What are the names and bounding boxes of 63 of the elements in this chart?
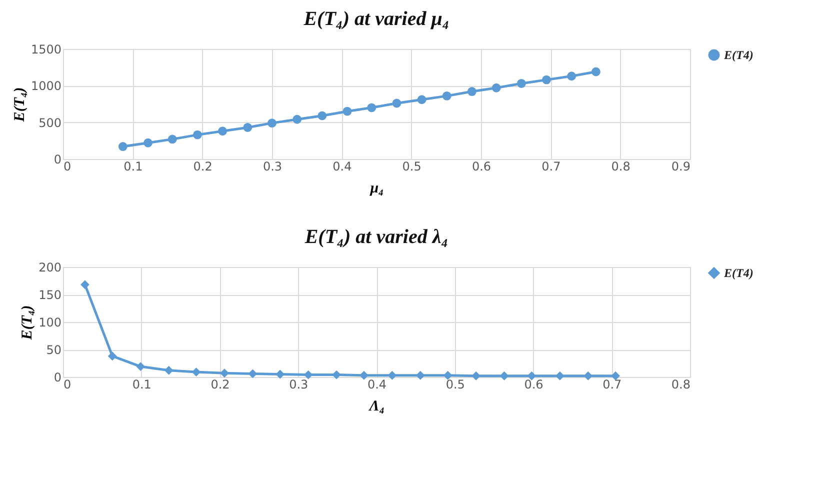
y-tick-label: 1000 [30,79,62,94]
point [136,362,146,372]
x-tick-label: 0 [64,378,72,392]
x-tick-label: 0.4 [332,160,352,174]
x-tick-label: 0.5 [402,160,422,174]
point [144,138,152,148]
chart-title: E(T₄) at varied λ₄ [304,226,448,248]
legend-label: E(T4) [723,48,754,62]
x-tick-label: 0.6 [524,378,544,392]
chart-title: E(T₄) at varied μ₄ [302,8,450,30]
point [516,79,526,88]
x-tick-label: 0.1 [124,160,143,174]
point [542,75,551,84]
x-tick-label: 0.1 [132,378,152,392]
point [442,91,452,100]
point [467,87,476,96]
y-tick-label: 500 [38,116,62,130]
legend-label: E(T4) [723,266,754,280]
point [218,126,228,136]
x-tick-label: 0.8 [611,160,630,174]
x-tick-label: 0.8 [671,378,690,392]
x-tick-label: 0.3 [262,160,282,174]
x-tick-label: 0.7 [602,378,622,392]
point [268,118,276,128]
point [168,134,177,144]
point [392,98,402,108]
y-tick-label: 100 [38,316,62,330]
point [80,280,90,290]
y-tick-label: 1500 [30,42,62,56]
y-tick-label: 150 [38,288,62,302]
point [332,370,341,380]
point [243,123,252,132]
point [192,368,201,377]
y-tick-label: 200 [38,260,62,274]
y-tick-label: 50 [46,343,62,357]
point [591,67,600,76]
point [367,103,376,112]
x-tick-label: 0 [64,160,72,174]
point [417,95,426,104]
x-tick-label: 0.3 [289,378,308,392]
point [292,114,302,124]
y-axis-title: E(T₄) [12,87,28,123]
point [443,370,452,380]
point [108,352,117,361]
point [388,370,397,380]
x-tick-label: 0.7 [542,160,561,174]
point [492,83,501,92]
x-tick-label: 0.4 [367,378,387,392]
point [500,371,509,380]
point [318,111,327,120]
point [192,130,202,140]
x-tick-label: 0.2 [193,160,212,174]
point [118,142,128,151]
point [567,72,576,81]
x-tick-label: 0.5 [446,378,465,392]
point [342,106,352,116]
x-axis-title: Λ₄ [368,398,385,414]
y-axis-title: E(T₄) [20,305,36,341]
x-tick-label: 0.9 [671,160,690,174]
point [164,366,174,375]
x-tick-label: 0.6 [472,160,492,174]
x-tick-label: 0.2 [210,378,230,392]
x-axis-title: μ₄ [369,180,384,196]
